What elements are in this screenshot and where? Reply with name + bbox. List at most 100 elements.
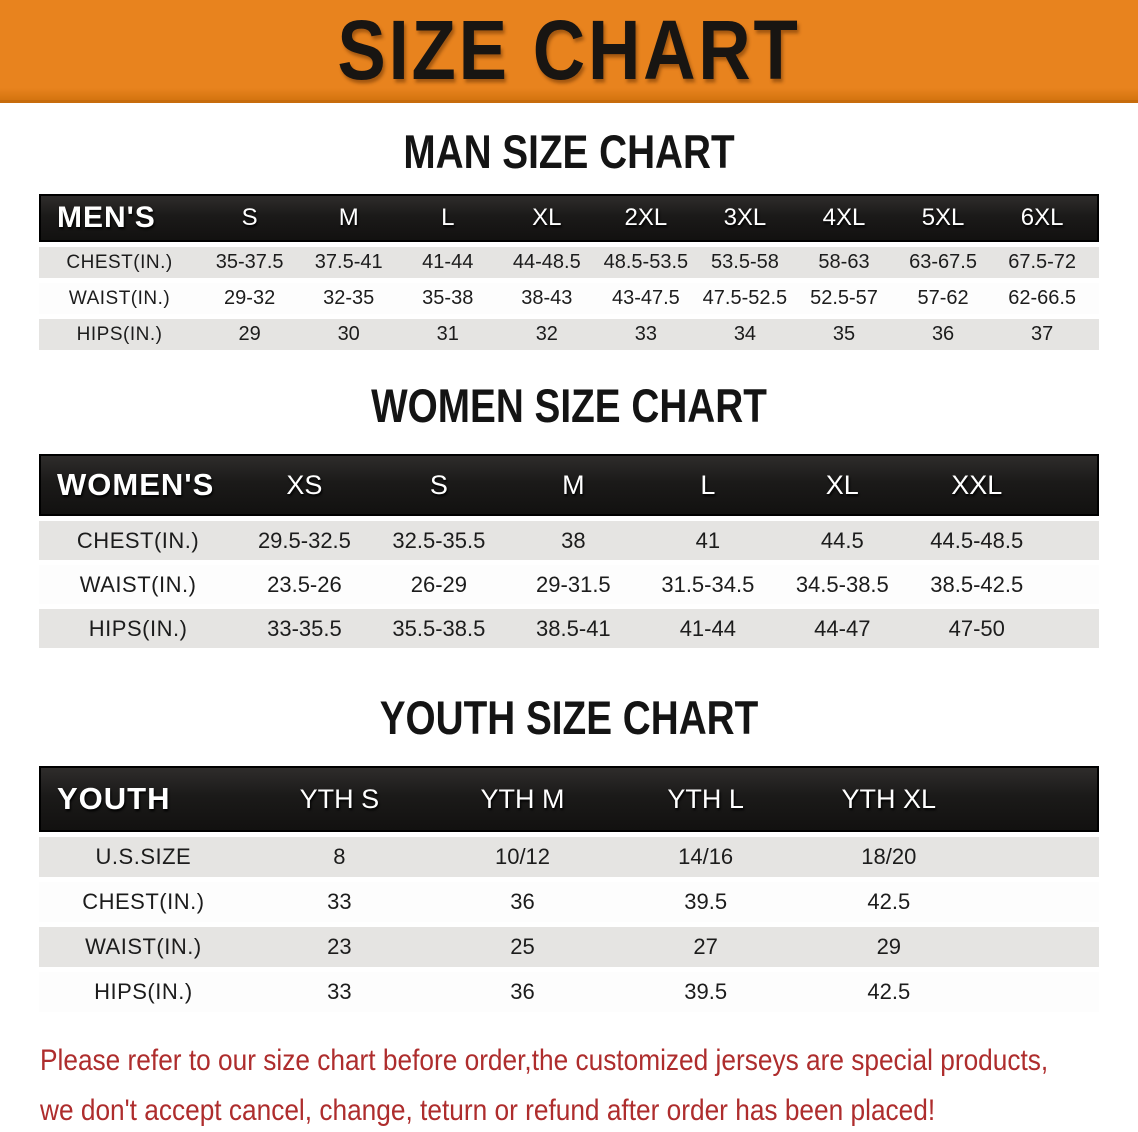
measurement-value: 37.5-41	[299, 247, 399, 278]
measurement-value: 30	[299, 319, 399, 350]
measurement-label: HIPS(IN.)	[39, 972, 248, 1012]
size-column-header: L	[398, 194, 498, 242]
measurement-label: CHEST(IN.)	[39, 247, 201, 278]
measurement-label: WAIST(IN.)	[39, 927, 248, 967]
measurement-value: 36	[893, 319, 993, 350]
measurement-value: 35-37.5	[200, 247, 300, 278]
measurement-value: 26-29	[371, 565, 507, 604]
measurement-value: 39.5	[614, 972, 798, 1012]
disclaimer: Please refer to our size chart before or…	[40, 1043, 1138, 1129]
measurement-value: 44.5	[775, 521, 910, 560]
measurement-value: 39.5	[614, 882, 798, 922]
measurement-value: 27	[614, 927, 798, 967]
size-chart-sections: MAN SIZE CHART MEN'S S M L XL 2XL 3XL 4XL 5XL 6XL…	[0, 129, 1138, 1017]
measurement-row: CHEST(IN.) 33 36 39.5 42.5	[39, 882, 1099, 922]
measurement-value: 29-31.5	[506, 565, 641, 604]
measurement-row: HIPS(IN.) 33 36 39.5 42.5	[39, 972, 1099, 1012]
measurement-value: 36	[430, 972, 615, 1012]
page-title: SIZE CHART	[337, 2, 801, 98]
size-column-header: XL	[775, 454, 910, 516]
section-title: YOUTH SIZE CHART	[379, 692, 759, 745]
row-filler-cell	[980, 927, 1099, 967]
measurement-value: 36	[430, 882, 615, 922]
measurement-value: 44-47	[775, 609, 910, 648]
row-filler-cell	[980, 972, 1099, 1012]
measurement-value: 42.5	[797, 972, 981, 1012]
row-filler-cell	[1091, 247, 1099, 278]
measurement-value: 14/16	[614, 837, 798, 877]
measurement-value: 62-66.5	[992, 283, 1092, 314]
measurement-value: 31	[398, 319, 498, 350]
size-table: WOMEN'S XS S M L XL XXL CHEST(IN.) 29.5-32.5 32.…	[39, 449, 1099, 653]
measurement-value: 25	[430, 927, 615, 967]
measurement-value: 10/12	[430, 837, 615, 877]
size-table-body: U.S.SIZE 8 10/12 14/16 18/20 CHEST(IN.) 33 36 39…	[39, 837, 1099, 1012]
measurement-value: 44.5-48.5	[909, 521, 1044, 560]
measurement-value: 23	[247, 927, 431, 967]
measurement-row: U.S.SIZE 8 10/12 14/16 18/20	[39, 837, 1099, 877]
row-filler-cell	[1044, 609, 1099, 648]
measurement-value: 33	[247, 972, 431, 1012]
measurement-label: CHEST(IN.)	[39, 882, 248, 922]
measurement-row: WAIST(IN.) 29-32 32-35 35-38 38-43 43-47.5 47.…	[39, 283, 1099, 314]
measurement-value: 35.5-38.5	[371, 609, 507, 648]
row-filler-cell	[980, 837, 1099, 877]
measurement-value: 8	[247, 837, 431, 877]
size-column-header: S	[371, 454, 507, 516]
measurement-value: 29-32	[200, 283, 300, 314]
size-column-header: XXL	[909, 454, 1044, 516]
measurement-value: 38-43	[497, 283, 597, 314]
measurement-value: 41-44	[398, 247, 498, 278]
measurement-value: 37	[992, 319, 1092, 350]
row-filler-cell	[1091, 319, 1099, 350]
size-column-header: 6XL	[992, 194, 1092, 242]
size-chart-section: WOMEN SIZE CHART WOMEN'S XS S M L XL XXL CHEST…	[0, 383, 1138, 653]
measurement-label: WAIST(IN.)	[39, 283, 201, 314]
measurement-value: 33-35.5	[237, 609, 372, 648]
table-group-label: YOUTH	[39, 766, 248, 832]
measurement-label: U.S.SIZE	[39, 837, 248, 877]
row-filler-cell	[980, 882, 1099, 922]
header-filler-cell	[1044, 454, 1099, 516]
header-filler-cell	[980, 766, 1099, 832]
size-chart-section: MAN SIZE CHART MEN'S S M L XL 2XL 3XL 4XL 5XL 6XL…	[0, 129, 1138, 355]
table-group-label: MEN'S	[39, 194, 201, 242]
measurement-row: HIPS(IN.) 29 30 31 32 33 34 35 36 37	[39, 319, 1099, 350]
measurement-value: 29	[797, 927, 981, 967]
measurement-value: 18/20	[797, 837, 981, 877]
row-filler-cell	[1044, 565, 1099, 604]
measurement-row: WAIST(IN.) 23.5-26 26-29 29-31.5 31.5-34.5 34…	[39, 565, 1099, 604]
size-column-header: M	[506, 454, 641, 516]
size-column-header: YTH XL	[797, 766, 981, 832]
size-column-header: YTH M	[430, 766, 615, 832]
size-column-header: 4XL	[794, 194, 894, 242]
size-chart-section: YOUTH SIZE CHART YOUTH YTH S YTH M YTH L YTH…	[0, 692, 1138, 1017]
measurement-value: 52.5-57	[794, 283, 894, 314]
measurement-value: 47.5-52.5	[695, 283, 795, 314]
measurement-row: CHEST(IN.) 35-37.5 37.5-41 41-44 44-48.5 48.5…	[39, 247, 1099, 278]
measurement-value: 33	[596, 319, 696, 350]
measurement-value: 32.5-35.5	[371, 521, 507, 560]
measurement-value: 38.5-42.5	[909, 565, 1044, 604]
size-table: MEN'S S M L XL 2XL 3XL 4XL 5XL 6XL CHEST(IN.) 35-3…	[39, 189, 1099, 355]
measurement-label: CHEST(IN.)	[39, 521, 238, 560]
size-column-header: 2XL	[596, 194, 696, 242]
size-table-header-row: YOUTH YTH S YTH M YTH L YTH XL	[39, 766, 1099, 832]
measurement-value: 38	[506, 521, 641, 560]
measurement-label: HIPS(IN.)	[39, 319, 201, 350]
measurement-value: 35	[794, 319, 894, 350]
measurement-value: 44-48.5	[497, 247, 597, 278]
size-table-body: CHEST(IN.) 29.5-32.5 32.5-35.5 38 41 44.5 44.5…	[39, 521, 1099, 648]
size-table: YOUTH YTH S YTH M YTH L YTH XL U.S.SIZE 8 10/1…	[39, 761, 1099, 1017]
size-table-header-row: WOMEN'S XS S M L XL XXL	[39, 454, 1099, 516]
row-filler-cell	[1091, 283, 1099, 314]
measurement-value: 29	[200, 319, 300, 350]
header-filler-cell	[1091, 194, 1099, 242]
measurement-value: 35-38	[398, 283, 498, 314]
measurement-value: 53.5-58	[695, 247, 795, 278]
measurement-value: 38.5-41	[506, 609, 641, 648]
measurement-value: 31.5-34.5	[640, 565, 776, 604]
size-column-header: XS	[237, 454, 372, 516]
measurement-value: 41	[640, 521, 776, 560]
measurement-label: HIPS(IN.)	[39, 609, 238, 648]
